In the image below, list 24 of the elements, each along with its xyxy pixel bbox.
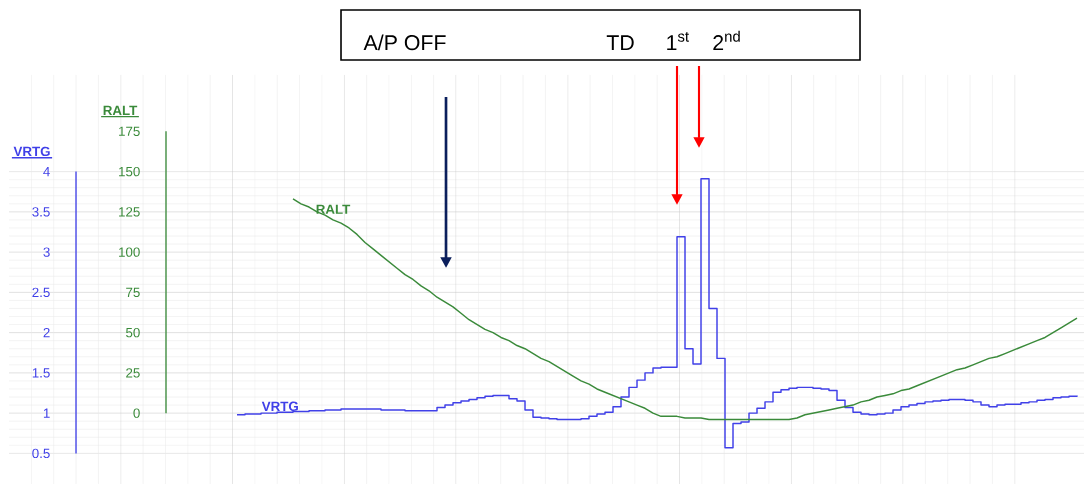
y-tick-label: 3 [43,247,50,257]
series-label: RALT [316,204,351,214]
y-tick-label: 0.5 [32,448,50,459]
text: A/P OFF [363,34,446,51]
y-tick-label: 2 [43,327,50,338]
y-tick-label: 2.5 [32,287,50,298]
y2-tick-label: 175 [119,126,140,136]
y-tick-label: 1.5 [32,368,50,378]
y2-tick-label: 75 [126,287,140,298]
y-axis-title: VRTG [13,146,50,157]
y-tick-label: 1 [43,408,50,418]
y2-axis-title: RALT [103,105,138,115]
y2-tick-label: 150 [119,166,140,177]
y2-tick-label: 50 [126,327,140,338]
text: 2$^{nd}$ [713,30,740,50]
series-label: VRTG [261,401,298,412]
y2-tick-label: 125 [119,207,140,217]
y2-tick-label: 0 [133,408,140,418]
y2-tick-label: 25 [126,368,140,378]
y2-tick-label: 100 [119,247,140,257]
text: TD [606,35,634,50]
text: 1$^{st}$ [667,31,689,50]
y-tick-label: 4 [43,167,50,177]
y-tick-label: 3.5 [32,207,50,217]
